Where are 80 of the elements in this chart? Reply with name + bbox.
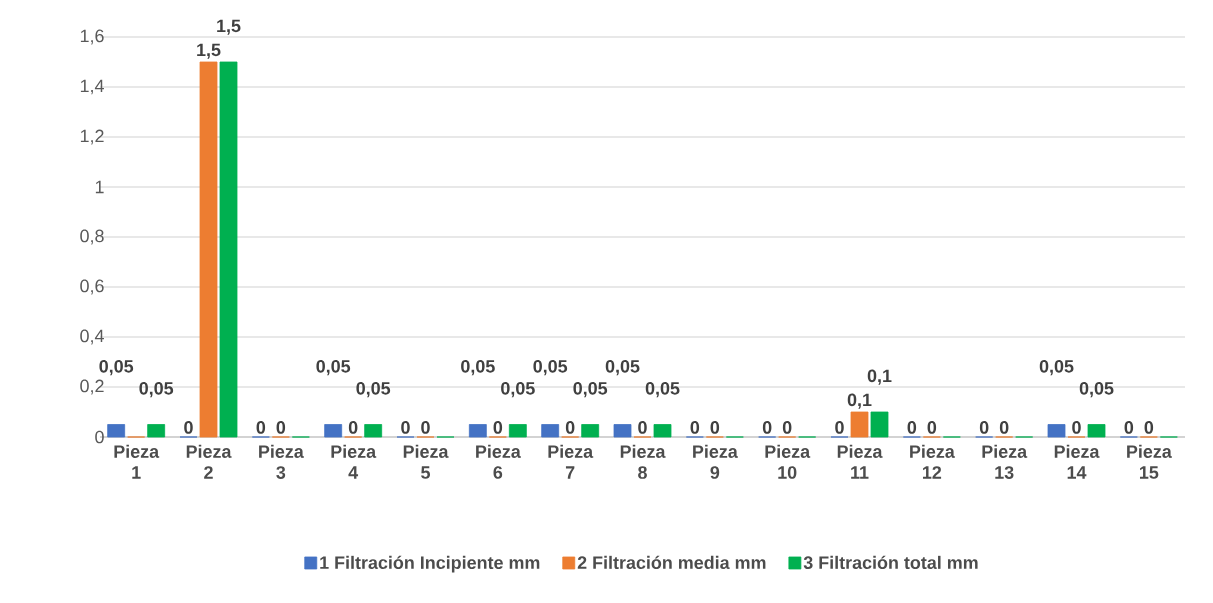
data-label: 0: [999, 421, 1009, 434]
bar: [613, 424, 632, 438]
data-label: 0,05: [1039, 359, 1074, 376]
x-tick-label: Pieza 1: [114, 444, 160, 479]
data-label: 0: [184, 421, 193, 434]
data-label: 0: [348, 421, 358, 434]
data-label: 0: [927, 421, 937, 434]
data-label: 0: [276, 421, 286, 434]
y-tick-label: 1,4: [80, 79, 104, 95]
data-label: 0,05: [533, 359, 568, 376]
x-tick-label: Pieza 6: [476, 444, 521, 479]
y-tick-label: 0,2: [80, 379, 104, 395]
bar: [199, 61, 218, 438]
bar: [364, 424, 383, 438]
bar: [219, 61, 238, 438]
data-label: 0: [1072, 421, 1081, 434]
data-label: 0: [710, 421, 720, 434]
y-tick-label: 0,6: [80, 279, 104, 295]
y-tick-label: 0,8: [80, 229, 104, 245]
x-tick-label: Pieza 5: [403, 444, 449, 479]
data-label: 0,05: [461, 359, 495, 376]
x-tick-label: Pieza 9: [693, 444, 738, 479]
data-label: 0,05: [139, 381, 174, 398]
legend-label: 2 Filtración media mm: [577, 555, 766, 569]
data-label: 0,05: [645, 381, 680, 398]
data-label: 0,05: [501, 381, 535, 398]
data-label: 0,05: [316, 359, 351, 376]
y-tick-label: 1,6: [80, 29, 104, 45]
bar: [324, 424, 343, 438]
data-label: 0: [1124, 421, 1134, 434]
data-label: 1,5: [197, 43, 221, 59]
y-tick-label: 1,2: [80, 129, 104, 145]
data-label: 0,05: [1079, 381, 1114, 398]
bar: [541, 424, 560, 438]
data-label: 1,5: [217, 19, 241, 35]
legend-label: 3 Filtración total mm: [803, 555, 978, 570]
y-tick-label: 0,4: [80, 329, 104, 345]
data-label: 0,1: [847, 393, 872, 409]
data-label: 0: [421, 421, 430, 434]
legend-label: 1 Filtración Incipiente mm: [320, 555, 540, 573]
data-label: 0,05: [99, 359, 134, 376]
data-label: 0: [256, 421, 266, 434]
data-label: 0,05: [356, 381, 391, 398]
bar: [850, 411, 869, 438]
x-tick-label: Pieza 13: [982, 444, 1028, 479]
data-label: 0: [762, 421, 772, 434]
x-tick-label: Pieza 7: [548, 444, 594, 479]
data-label: 0: [835, 421, 844, 434]
data-label: 0: [979, 421, 989, 434]
data-label: 0,05: [573, 381, 608, 398]
y-tick-label: 1: [95, 180, 104, 194]
bar: [1047, 424, 1066, 438]
x-tick-label: Pieza 3: [259, 444, 304, 479]
data-label: 0: [782, 421, 792, 434]
x-tick-label: Pieza 14: [1054, 444, 1100, 479]
data-label: 0: [907, 421, 917, 434]
data-label: 0,1: [867, 369, 892, 385]
x-tick-label: Pieza 2: [186, 444, 232, 479]
data-label: 0: [690, 421, 700, 434]
data-label: 0: [565, 421, 575, 434]
data-label: 0,05: [605, 359, 640, 376]
bar: [870, 411, 889, 438]
bar: [468, 424, 487, 438]
bar: [653, 424, 672, 438]
data-label: 0: [401, 421, 410, 434]
x-tick-label: Pieza 11: [837, 444, 883, 479]
bar: [1087, 424, 1106, 438]
x-tick-label: Pieza 12: [910, 444, 955, 479]
x-tick-label: Pieza 15: [1127, 444, 1172, 479]
bar: [581, 424, 600, 438]
bar: [107, 424, 126, 438]
x-tick-label: Pieza 10: [765, 444, 811, 479]
data-label: 0: [1144, 421, 1154, 434]
data-label: 0: [638, 421, 647, 434]
x-tick-label: Pieza 8: [620, 444, 666, 479]
data-label: 0: [493, 421, 503, 434]
bar: [147, 424, 166, 438]
x-tick-label: Pieza 4: [331, 444, 377, 479]
bar: [508, 424, 527, 438]
y-tick-label: 0: [95, 430, 104, 444]
